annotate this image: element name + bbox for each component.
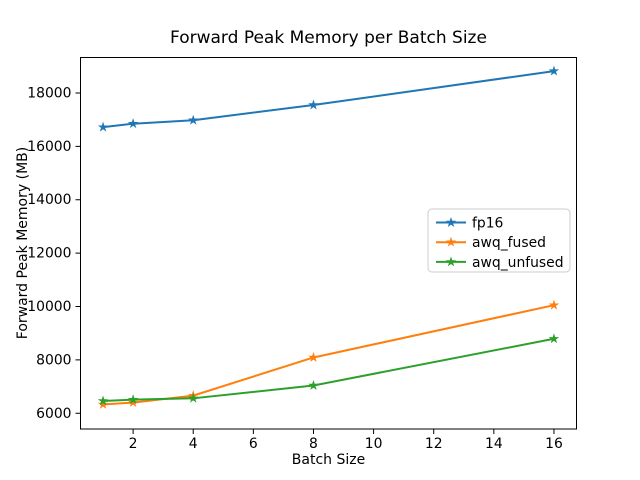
marker-star-awq_fused: [308, 351, 319, 362]
series-line-awq_unfused: [102, 337, 555, 402]
x-tick-label: 4: [189, 436, 198, 452]
legend-sample-marker: [445, 236, 457, 247]
x-tick-label: 2: [129, 436, 138, 452]
marker-star-awq_unfused: [308, 380, 319, 390]
y-tick-label: 16000: [27, 139, 71, 155]
marker-star-fp16: [127, 118, 139, 129]
axes-spines: [80, 57, 577, 430]
legend-label-awq_unfused: awq_unfused: [472, 255, 564, 271]
legend-label-awq_fused: awq_fused: [472, 235, 546, 251]
y-tick-label: 14000: [27, 192, 71, 208]
y-axis-label: Forward Peak Memory (MB): [15, 146, 31, 340]
y-tick-label: 10000: [27, 299, 71, 315]
x-tick-label: 6: [249, 436, 258, 452]
marker-star-fp16: [188, 114, 199, 125]
marker-star-awq_fused: [97, 398, 109, 409]
legend-sample-marker: [445, 217, 457, 227]
marker-star-awq_unfused: [127, 394, 139, 405]
marker-star-awq_fused: [548, 299, 560, 310]
marker-star-fp16: [97, 121, 109, 132]
x-tick-label: 12: [425, 436, 443, 452]
x-tick-label: 8: [309, 436, 318, 452]
series-line-awq_fused: [102, 304, 555, 406]
marker-star-fp16: [308, 99, 319, 110]
x-tick-label: 16: [545, 436, 563, 452]
series-line-fp16: [102, 70, 555, 129]
marker-star-fp16: [548, 65, 560, 76]
marker-star-awq_fused: [127, 397, 139, 408]
x-tick-label: 14: [485, 436, 503, 452]
x-axis-label: Batch Size: [291, 452, 366, 468]
marker-star-awq_unfused: [548, 333, 560, 344]
y-tick-label: 6000: [36, 406, 71, 422]
legend-box: [427, 208, 571, 273]
legend-sample-marker: [445, 256, 457, 267]
marker-star-awq_unfused: [97, 395, 109, 406]
y-tick-label: 8000: [36, 352, 71, 368]
legend-label-fp16: fp16: [472, 216, 503, 232]
marker-star-awq_unfused: [188, 392, 199, 403]
chart-title: Forward Peak Memory per Batch Size: [170, 28, 487, 48]
y-tick-label: 18000: [27, 85, 71, 101]
y-tick-label: 12000: [27, 246, 71, 262]
x-tick-label: 10: [365, 436, 383, 452]
